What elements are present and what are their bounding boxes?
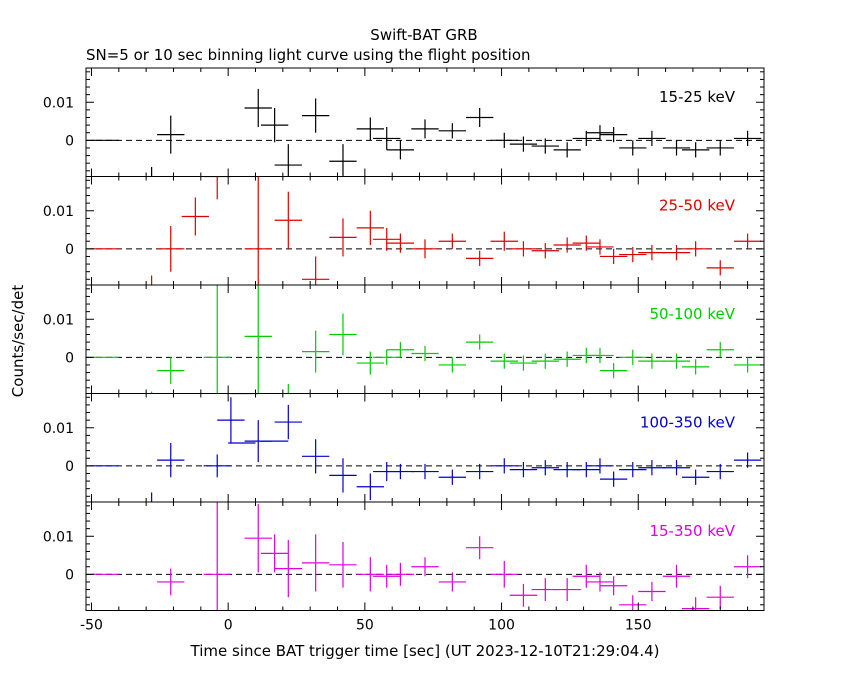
chart-title: Swift-BAT GRB [370,26,477,44]
panel-energy-label: 50-100 keV [649,305,735,323]
panel-energy-label: 25-50 keV [659,197,736,215]
panel-4: 0 0.01 15-350 keV [43,501,765,611]
series-4 [91,502,762,611]
y-tick-label: 0 [65,459,74,475]
series-0 [91,88,762,177]
panel-energy-label: 100-350 keV [640,414,736,432]
y-tick-label: 0 [65,567,74,583]
x-tick-label: 100 [488,618,515,634]
y-tick-label: 0.01 [43,95,74,111]
x-axis-label: Time since BAT trigger time [sec] (UT 20… [190,642,660,660]
x-tick-label: -50 [80,618,103,634]
series-1 [91,176,762,285]
series-3 [91,393,762,502]
panel-3: 0 0.01 100-350 keV [43,393,765,503]
panel-energy-label: 15-350 keV [649,522,735,540]
panel-frame [85,501,765,611]
y-tick-label: 0 [65,242,74,258]
x-tick-labels: -50 0 50 100 150 [80,618,652,634]
panel-1: 0 0.01 25-50 keV [43,176,765,286]
chart-subtitle: SN=5 or 10 sec binning light curve using… [86,46,531,64]
y-tick-label: 0.01 [43,204,74,220]
x-tick-label: 50 [356,618,374,634]
y-axis-label: Counts/sec/det [9,285,27,398]
panels-group: 0 0.01 15-25 keV 0 0.01 25-50 keV 0 0.01 50-100 … [43,67,765,611]
x-tick-label: 0 [224,618,233,634]
y-tick-label: 0.01 [43,312,74,328]
panel-energy-label: 15-25 keV [659,88,736,106]
panel-2: 0 0.01 50-100 keV [43,284,765,394]
panel-0: 0 0.01 15-25 keV [43,67,765,177]
y-tick-label: 0.01 [43,529,74,545]
x-tick-label: 150 [625,618,652,634]
y-tick-label: 0.01 [43,421,74,437]
y-tick-label: 0 [65,133,74,149]
series-2 [91,285,762,394]
y-tick-label: 0 [65,350,74,366]
